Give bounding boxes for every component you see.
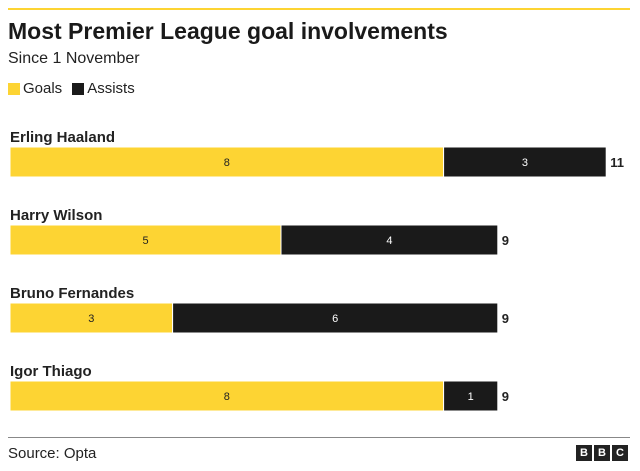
bar-assists — [443, 380, 499, 412]
legend-item-goals: Goals — [8, 80, 62, 97]
data-label: 1 — [468, 391, 474, 403]
total-label: 9 — [502, 389, 509, 404]
data-label: 6 — [332, 313, 338, 325]
data-label: 3 — [88, 313, 94, 325]
category-label: Bruno Fernandes — [10, 285, 134, 302]
legend-swatch-assists — [72, 82, 85, 95]
bar-assists — [443, 146, 607, 178]
chart-title: Most Premier League goal involvements — [8, 18, 448, 44]
bbc-logo-letter: B — [576, 445, 592, 461]
legend-label-assists: Assists — [87, 80, 135, 97]
total-label: 9 — [502, 233, 509, 248]
data-label: 4 — [386, 235, 392, 247]
category-label: Erling Haaland — [10, 129, 115, 146]
legend-swatch-goals — [8, 82, 20, 95]
bar-goals — [9, 146, 445, 178]
category-label: Igor Thiago — [10, 363, 92, 380]
total-label: 11 — [610, 155, 624, 170]
bar-goals — [9, 380, 445, 412]
bbc-logo: B B C — [574, 445, 628, 461]
bbc-logo-letter: B — [594, 445, 610, 461]
top-accent-rule — [8, 8, 630, 10]
stacked-bar-chart: Erling Haaland 8 3 11 Harry Wilson 5 4 9 Bruno F… — [9, 129, 624, 412]
bar-assists — [280, 224, 499, 256]
category-label: Harry Wilson — [10, 207, 102, 224]
data-label: 5 — [142, 235, 148, 247]
legend-label-goals: Goals — [23, 80, 63, 97]
legend-item-assists: Assists — [72, 80, 135, 97]
legend: Goals Assists — [8, 80, 145, 97]
bar-goals — [9, 302, 174, 334]
data-label: 3 — [522, 157, 528, 169]
bar-assists — [172, 302, 499, 334]
total-label: 9 — [502, 311, 509, 326]
bar-goals — [9, 224, 282, 256]
source-note: Source: Opta — [8, 445, 97, 462]
data-label: 8 — [224, 391, 230, 403]
bbc-logo-letter: C — [612, 445, 628, 461]
chart-subtitle: Since 1 November — [8, 50, 140, 67]
data-label: 8 — [224, 157, 230, 169]
bottom-rule — [8, 437, 630, 438]
